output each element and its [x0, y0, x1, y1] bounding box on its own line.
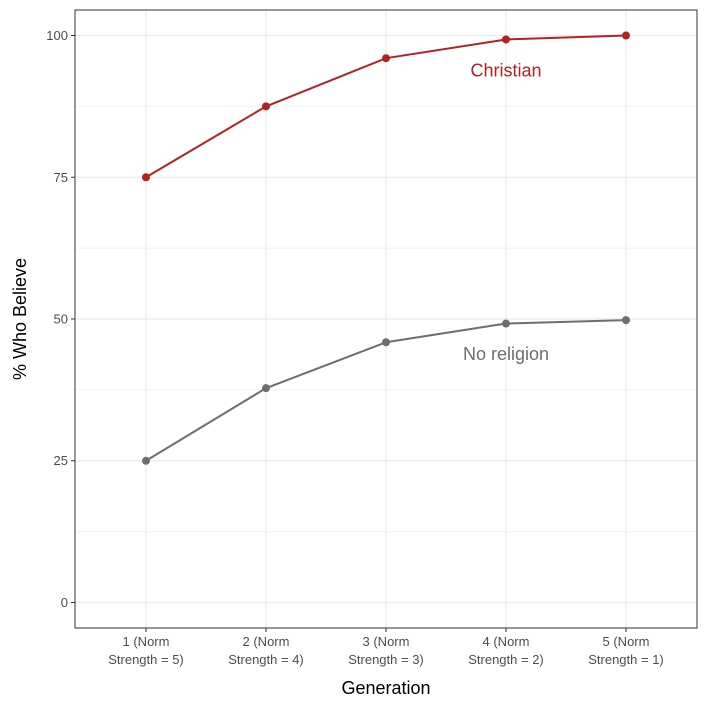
data-point	[502, 35, 510, 44]
data-point	[262, 384, 270, 393]
data-point	[142, 456, 150, 465]
x-tick-label-line: Strength = 1)	[588, 652, 664, 667]
y-tick-label: 25	[54, 453, 68, 468]
x-tick-label-line: 4 (Norm	[483, 634, 530, 649]
y-tick-label: 50	[54, 312, 68, 327]
x-tick-label-line: 2 (Norm	[243, 634, 290, 649]
x-tick-label: 3 (Norm Strength = 3)	[348, 634, 424, 667]
x-tick-label-line: 5 (Norm	[603, 634, 650, 649]
y-axis-title: % Who Believe	[10, 258, 30, 380]
series-layer: Christian No religion	[142, 31, 630, 465]
data-point	[142, 173, 150, 182]
y-tick-label: 100	[46, 28, 68, 43]
x-axis-title: Generation	[341, 678, 430, 698]
x-tick-label-line: Strength = 5)	[108, 652, 184, 667]
y-axis: 0 25 50 75 100	[46, 28, 75, 610]
x-tick-label: 5 (Norm Strength = 1)	[588, 634, 664, 667]
data-point	[622, 31, 630, 40]
x-tick-label-line: 3 (Norm	[363, 634, 410, 649]
x-tick-label-line: Strength = 3)	[348, 652, 424, 667]
data-point	[622, 316, 630, 325]
x-tick-label-line: Strength = 2)	[468, 652, 544, 667]
series-label: No religion	[463, 344, 549, 364]
x-tick-label-line: 1 (Norm	[123, 634, 170, 649]
series-label: Christian	[470, 61, 541, 81]
x-tick-label: 2 (Norm Strength = 4)	[228, 634, 304, 667]
y-tick-label: 0	[61, 595, 68, 610]
data-point	[382, 54, 390, 63]
data-point	[502, 319, 510, 328]
data-point	[382, 338, 390, 347]
y-tick-label: 75	[54, 170, 68, 185]
x-tick-label: 4 (Norm Strength = 2)	[468, 634, 544, 667]
x-tick-label: 1 (Norm Strength = 5)	[108, 634, 184, 667]
x-axis: 1 (Norm Strength = 5) 2 (Norm Strength = 4)…	[108, 628, 664, 667]
x-tick-label-line: Strength = 4)	[228, 652, 304, 667]
data-point	[262, 102, 270, 111]
